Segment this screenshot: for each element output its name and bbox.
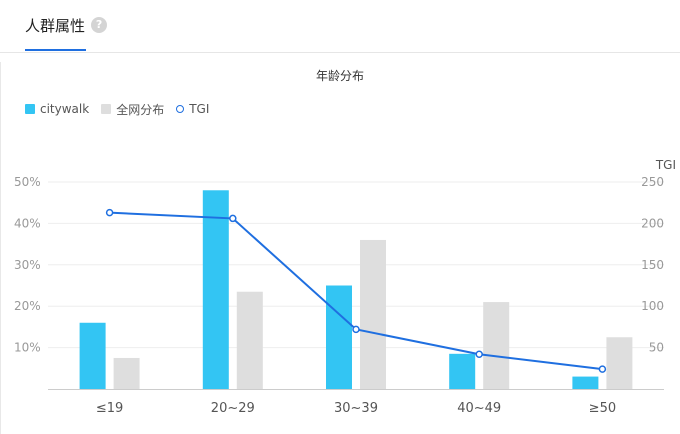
tab-label: 人群属性 (25, 16, 86, 35)
y-right-tick-label: 250 (641, 175, 664, 189)
legend-item-network[interactable]: 全网分布 (101, 101, 164, 118)
legend: citywalk 全网分布 TGI (25, 101, 221, 117)
y-right-tick-label: 150 (641, 258, 664, 272)
legend-label-citywalk: citywalk (40, 102, 90, 116)
bar-citywalk (326, 285, 352, 389)
bar-network (113, 357, 140, 389)
legend-label-tgi: TGI (189, 102, 210, 116)
y-right-tick-label: 100 (641, 299, 664, 313)
legend-swatch-network (101, 104, 112, 114)
help-icon[interactable]: ? (91, 17, 108, 33)
bar-network (236, 291, 263, 389)
bar-citywalk (449, 353, 476, 389)
tgi-point (105, 208, 114, 217)
bar-citywalk (202, 190, 229, 389)
x-tick-label: 20~29 (211, 401, 255, 416)
y-left-tick-label: 30% (14, 258, 41, 272)
tgi-point (475, 350, 483, 358)
panel-border (0, 62, 1, 434)
x-tick-label: 30~39 (334, 401, 378, 416)
x-tick-label: 40~49 (457, 401, 501, 416)
y-left-tick-label: 50% (14, 175, 41, 189)
y-right-tick-label: 200 (641, 216, 664, 230)
tab-crowd-attributes[interactable]: 人群属性 ? (25, 15, 108, 35)
y-right-axis-title: TGI (655, 158, 676, 172)
tgi-point (229, 214, 237, 223)
tab-bar: 人群属性 ? (0, 0, 680, 53)
y-left-tick-label: 20% (14, 299, 41, 313)
legend-item-citywalk[interactable]: citywalk (25, 102, 89, 116)
legend-marker-tgi (176, 105, 185, 113)
bar-network (483, 302, 510, 389)
x-tick-label: ≤19 (96, 401, 123, 416)
chart-title: 年龄分布 (315, 69, 364, 83)
legend-item-tgi[interactable]: TGI (176, 102, 209, 116)
tgi-point (352, 325, 360, 334)
active-tab-indicator (25, 49, 86, 51)
legend-label-network: 全网分布 (116, 102, 165, 117)
bar-network (606, 337, 633, 389)
tgi-point (598, 365, 607, 373)
bar-network (360, 239, 386, 389)
legend-swatch-citywalk (25, 104, 35, 114)
y-right-tick-label: 50 (649, 341, 664, 355)
tgi-line (109, 211, 603, 371)
x-tick-label: ≥50 (589, 401, 616, 416)
bar-citywalk (572, 376, 599, 389)
bar-citywalk (79, 322, 106, 389)
y-left-tick-label: 40% (14, 216, 41, 230)
y-left-tick-label: 10% (14, 341, 41, 355)
